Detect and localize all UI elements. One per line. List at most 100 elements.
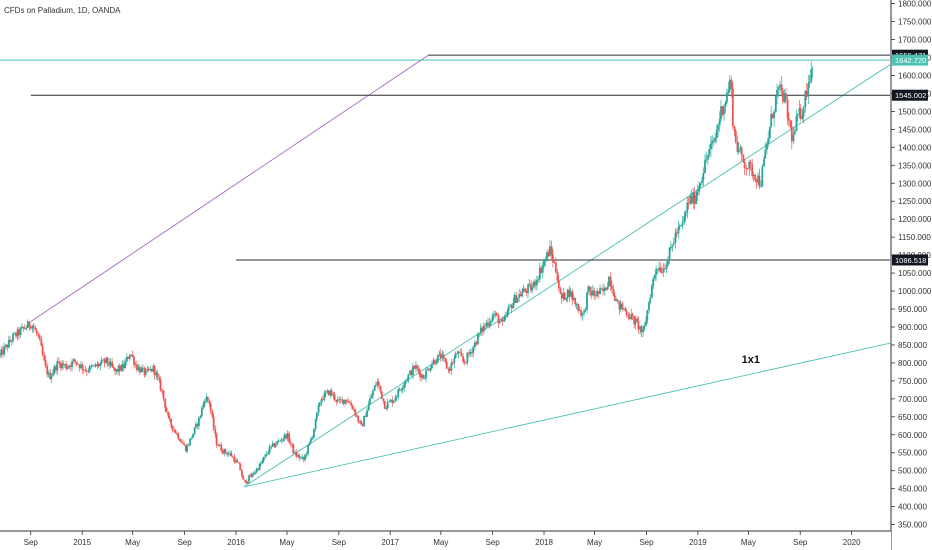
trend-line-3[interactable] <box>243 342 891 488</box>
candle <box>584 306 587 313</box>
candle <box>77 363 79 366</box>
candle <box>504 311 507 321</box>
y-tick-label: 1750.000 <box>898 18 932 27</box>
annotation-label[interactable]: 1x1 <box>742 354 760 366</box>
y-tick-label: 900.000 <box>898 323 927 332</box>
y-tick-label: 500.000 <box>898 467 927 476</box>
candle <box>199 415 202 420</box>
candle <box>88 364 91 374</box>
candle <box>248 473 250 485</box>
candle <box>52 368 54 377</box>
candle <box>807 74 810 105</box>
candle <box>583 309 585 317</box>
candle <box>323 389 326 403</box>
candle <box>338 395 341 404</box>
candle <box>38 334 41 342</box>
candle <box>61 360 63 372</box>
candle <box>793 128 796 135</box>
candle <box>220 442 223 452</box>
candle <box>468 349 470 358</box>
candle <box>43 351 46 362</box>
candle <box>664 263 666 270</box>
candle <box>686 197 689 219</box>
price-axis[interactable]: 350.000 400.000 450.000 500.000 550.000 600.0… <box>890 0 932 550</box>
y-tick-label: 1050.000 <box>898 269 932 278</box>
candle <box>581 312 584 321</box>
candle <box>646 309 649 324</box>
candle <box>128 353 131 362</box>
candle <box>174 429 177 434</box>
candle <box>593 287 596 300</box>
candle <box>723 103 725 121</box>
trend-line-2[interactable] <box>243 64 891 488</box>
candle <box>353 406 355 412</box>
candle <box>707 154 709 165</box>
candle <box>112 363 115 371</box>
candle <box>294 450 296 455</box>
candle <box>400 387 403 393</box>
candle <box>757 172 760 186</box>
candle <box>702 167 705 187</box>
candle <box>292 442 295 456</box>
candle <box>760 180 762 188</box>
candle <box>490 318 492 327</box>
candle <box>276 440 279 446</box>
price-level-tag[interactable]: 1086.518 <box>892 254 928 266</box>
y-tick-label: 700.000 <box>898 395 927 404</box>
trend-line-1[interactable] <box>30 54 429 322</box>
candle <box>699 182 702 189</box>
candle <box>339 397 342 404</box>
y-tick-label: 600.000 <box>898 431 927 440</box>
candle <box>633 315 636 329</box>
candle <box>540 265 542 274</box>
candle <box>288 431 290 444</box>
candle <box>150 368 153 373</box>
candle <box>34 324 37 331</box>
x-tick-label: 2018 <box>535 538 553 547</box>
candle <box>439 348 442 362</box>
candle <box>811 66 814 79</box>
candle <box>49 368 52 380</box>
x-tick-label: Sep <box>24 538 39 547</box>
candle <box>708 144 711 158</box>
candle <box>249 473 252 478</box>
candle <box>192 433 194 439</box>
candle <box>692 187 695 209</box>
time-axis[interactable]: Sep 2015 May Sep 2016 May Sep 2017 May Sep 2018 May… <box>0 530 891 550</box>
candle <box>714 132 717 144</box>
candle <box>590 286 593 300</box>
candle <box>769 126 771 143</box>
candle <box>492 309 495 320</box>
candle <box>196 422 199 430</box>
candle <box>82 369 85 375</box>
candle <box>111 357 113 368</box>
candle <box>351 403 354 410</box>
candle <box>535 275 538 291</box>
candle <box>544 256 547 268</box>
candle <box>637 316 640 334</box>
candle <box>122 360 125 372</box>
candle <box>124 358 127 369</box>
y-tick-label: 1400.000 <box>898 143 932 152</box>
candle <box>501 316 504 326</box>
candle <box>130 354 132 357</box>
candle <box>569 287 572 297</box>
candle <box>6 343 9 352</box>
candle <box>66 364 69 371</box>
candle <box>91 364 94 367</box>
price-level-tag[interactable]: 1545.002 <box>892 89 928 101</box>
candle <box>374 381 377 387</box>
price-level-tag[interactable]: 1642.720 <box>892 54 928 66</box>
candle <box>139 364 141 375</box>
candle <box>596 288 599 298</box>
candle <box>634 315 637 330</box>
candle <box>589 286 591 297</box>
candle <box>639 325 642 335</box>
candle <box>385 405 388 411</box>
candle <box>426 367 429 371</box>
candle <box>718 111 721 133</box>
candle <box>21 323 23 329</box>
candle <box>711 134 714 150</box>
candle <box>683 211 686 225</box>
